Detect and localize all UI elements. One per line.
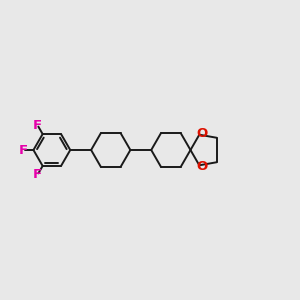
Text: F: F <box>33 118 42 132</box>
Text: O: O <box>196 160 208 173</box>
Text: F: F <box>33 168 42 182</box>
Text: O: O <box>196 127 208 140</box>
Text: F: F <box>19 143 28 157</box>
